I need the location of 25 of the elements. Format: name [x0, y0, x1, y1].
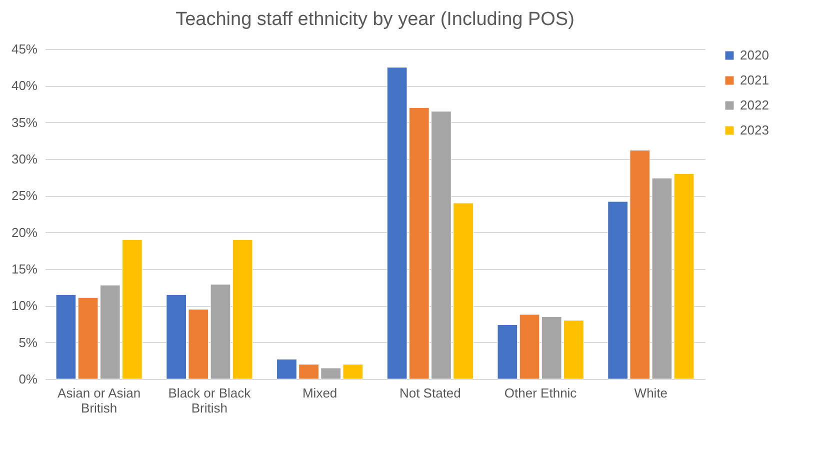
legend-label: 2023: [740, 122, 769, 138]
x-tick-label: Black or Black British: [168, 386, 252, 416]
x-tick-label: White: [634, 386, 668, 400]
bar: [497, 324, 518, 380]
bar: [674, 173, 694, 380]
x-tick-label: Mixed: [302, 386, 338, 400]
x-tick-label: Not Stated: [399, 386, 461, 400]
legend-label: 2022: [740, 98, 769, 112]
chart-title: Teaching staff ethnicity by year (Including POS): [176, 9, 574, 30]
y-tick-label: 20%: [11, 224, 38, 240]
legend-label: 2020: [740, 48, 769, 62]
legend-label: 2021: [740, 72, 769, 88]
y-tick-label: 45%: [11, 42, 38, 56]
y-tick-label: 5%: [18, 334, 38, 350]
bar: [232, 239, 253, 380]
y-tick-label: 0%: [18, 372, 38, 386]
x-tick-label: Other Ethnic: [504, 386, 578, 400]
y-tick-label: 25%: [11, 188, 38, 204]
y-tick-label: 30%: [11, 152, 38, 166]
y-tick-label: 35%: [11, 114, 38, 130]
y-tick-label: 40%: [11, 78, 38, 94]
y-tick-label: 10%: [11, 298, 38, 314]
bar: [56, 294, 76, 380]
y-tick-label: 15%: [11, 262, 38, 276]
x-tick-label: Asian or Asian British: [58, 386, 141, 416]
